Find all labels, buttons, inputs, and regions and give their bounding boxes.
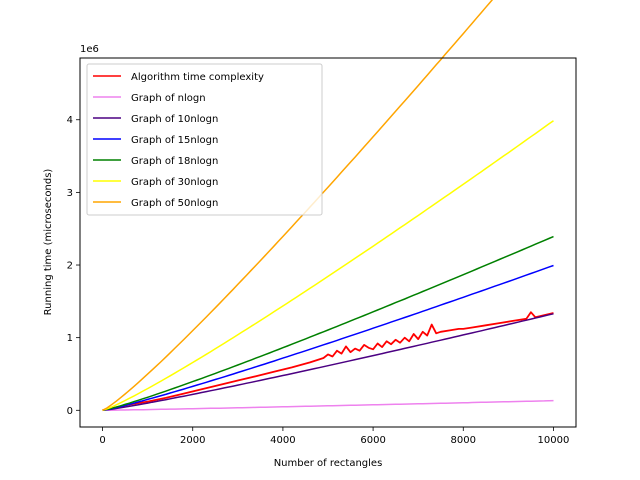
plot-lines (102, 0, 554, 412)
x-tick-label: 8000 (451, 435, 476, 446)
x-tick-label: 4000 (270, 435, 295, 446)
y-axis-label: Running time (microseconds) (43, 169, 54, 316)
y-tick-label: 1 (67, 333, 73, 344)
x-tick-label: 6000 (360, 435, 385, 446)
x-axis-label: Number of rectangles (274, 458, 383, 469)
y-axis-ticks: 0 1 2 3 4 (67, 115, 80, 417)
series-line-5 (102, 120, 554, 412)
y-offset-text: 1e6 (80, 44, 99, 55)
x-tick-label: 0 (99, 435, 105, 446)
series-line-0 (102, 311, 554, 412)
y-tick-label: 4 (67, 115, 73, 126)
x-axis-ticks: 0 2000 4000 6000 8000 10000 (99, 427, 569, 446)
legend-box (86, 63, 323, 216)
legend-label: Graph of 30nlogn (131, 177, 218, 188)
x-tick-label: 2000 (180, 435, 205, 446)
plot-frame (79, 57, 577, 428)
legend-label: Graph of 18nlogn (131, 156, 218, 167)
legend-label: Graph of 10nlogn (131, 114, 218, 125)
legend-entries: Algorithm time complexity Graph of nlogn G… (93, 72, 264, 209)
series-line-1 (102, 399, 554, 412)
y-tick-label: 0 (67, 406, 73, 417)
series-line-3 (102, 264, 554, 412)
y-tick-label: 2 (67, 261, 73, 272)
legend-label: Algorithm time complexity (131, 72, 264, 83)
x-tick-label: 10000 (538, 435, 570, 446)
legend-label: Graph of nlogn (131, 93, 206, 104)
series-line-2 (102, 313, 554, 412)
y-tick-label: 3 (67, 188, 73, 199)
legend: Algorithm time complexity Graph of nlogn G… (86, 63, 323, 216)
series-line-4 (102, 235, 554, 412)
legend-label: Graph of 50nlogn (131, 198, 218, 209)
legend-label: Graph of 15nlogn (131, 135, 218, 146)
series-line-6 (102, 0, 494, 411)
